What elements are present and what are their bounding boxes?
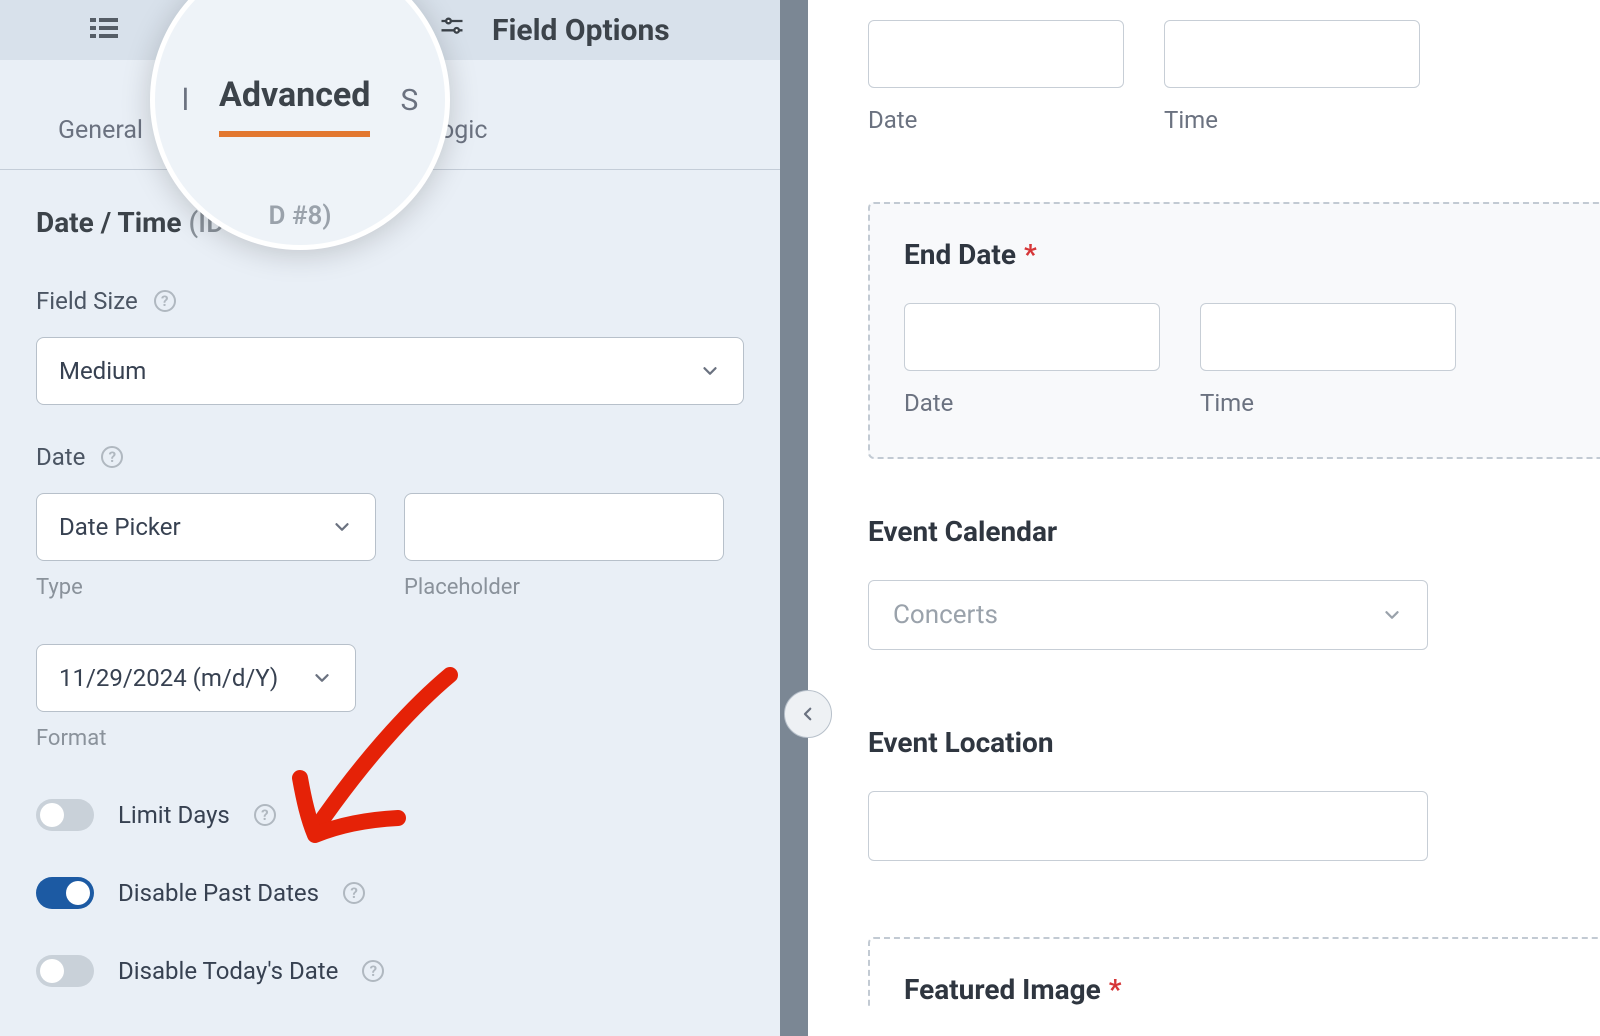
- disable-today-toggle[interactable]: [36, 955, 94, 987]
- disable-past-dates-row: Disable Past Dates ?: [36, 877, 744, 909]
- date-placeholder-sublabel: Placeholder: [404, 575, 724, 600]
- help-icon[interactable]: ?: [154, 290, 176, 312]
- disable-today-row: Disable Today's Date ?: [36, 955, 744, 987]
- date-format-sublabel: Format: [36, 726, 744, 751]
- field-size-label: Field Size ?: [36, 287, 744, 315]
- event-calendar-label: Event Calendar: [868, 515, 1600, 548]
- list-icon: [90, 16, 118, 44]
- limit-days-label: Limit Days: [118, 801, 230, 829]
- field-heading-name: Date / Time: [36, 206, 182, 239]
- end-time-sublabel: Time: [1200, 389, 1456, 417]
- end-date-label: End Date*: [904, 238, 1600, 271]
- disable-past-dates-label: Disable Past Dates: [118, 879, 319, 907]
- required-asterisk: *: [1024, 238, 1037, 271]
- limit-days-row: Limit Days ?: [36, 799, 744, 831]
- start-date-sublabel: Date: [868, 106, 1124, 134]
- event-calendar-value: Concerts: [893, 600, 998, 630]
- end-time-input[interactable]: [1200, 303, 1456, 371]
- field-size-label-text: Field Size: [36, 287, 138, 315]
- date-placeholder-input[interactable]: [404, 493, 724, 561]
- featured-image-label: Featured Image*: [904, 973, 1600, 1006]
- magnifier-left-fragment: l: [182, 83, 189, 118]
- form-preview-panel: Date Time End Date* Date Time Event Cal: [808, 0, 1600, 1036]
- help-icon[interactable]: ?: [343, 882, 365, 904]
- end-date-field-block[interactable]: End Date* Date Time: [868, 202, 1600, 459]
- start-date-input[interactable]: [868, 20, 1124, 88]
- end-date-sublabel: Date: [904, 389, 1160, 417]
- field-size-select[interactable]: Medium: [36, 337, 744, 405]
- magnifier-right-fragment: S: [400, 83, 418, 118]
- date-label: Date ?: [36, 443, 744, 471]
- featured-image-label-text: Featured Image: [904, 973, 1101, 1006]
- magnifier-id-fragment: D #8): [269, 201, 332, 231]
- date-format-value: 11/29/2024 (m/d/Y): [59, 664, 278, 692]
- help-icon[interactable]: ?: [101, 446, 123, 468]
- event-location-label: Event Location: [868, 726, 1600, 759]
- settings-panel: Field Options General rt Logic l Advance…: [0, 0, 780, 1036]
- date-label-text: Date: [36, 443, 85, 471]
- disable-past-dates-toggle[interactable]: [36, 877, 94, 909]
- end-date-label-text: End Date: [904, 238, 1016, 271]
- chevron-down-icon: [331, 516, 353, 538]
- end-date-input[interactable]: [904, 303, 1160, 371]
- disable-today-label: Disable Today's Date: [118, 957, 338, 985]
- event-location-input[interactable]: [868, 791, 1428, 861]
- limit-days-toggle[interactable]: [36, 799, 94, 831]
- field-size-value: Medium: [59, 357, 146, 385]
- chevron-down-icon: [699, 360, 721, 382]
- date-type-sublabel: Type: [36, 575, 376, 600]
- settings-body: Date / Time (ID #8) Field Size ? Medium …: [0, 170, 780, 1036]
- tab-advanced[interactable]: Advanced: [219, 65, 370, 135]
- sliders-icon: [438, 14, 466, 46]
- required-asterisk: *: [1109, 973, 1122, 1006]
- panel-divider: [780, 0, 808, 1036]
- featured-image-field-block[interactable]: Featured Image*: [868, 937, 1600, 1006]
- chevron-down-icon: [311, 667, 333, 689]
- chevron-left-icon: [799, 705, 817, 723]
- start-time-input[interactable]: [1164, 20, 1420, 88]
- field-options-heading: Field Options: [492, 13, 670, 48]
- collapse-handle[interactable]: [784, 690, 832, 738]
- start-time-sublabel: Time: [1164, 106, 1420, 134]
- help-icon[interactable]: ?: [362, 960, 384, 982]
- help-icon[interactable]: ?: [254, 804, 276, 826]
- chevron-down-icon: [1381, 604, 1403, 626]
- date-type-select[interactable]: Date Picker: [36, 493, 376, 561]
- event-calendar-select[interactable]: Concerts: [868, 580, 1428, 650]
- date-type-value: Date Picker: [59, 513, 181, 541]
- date-format-select[interactable]: 11/29/2024 (m/d/Y): [36, 644, 356, 712]
